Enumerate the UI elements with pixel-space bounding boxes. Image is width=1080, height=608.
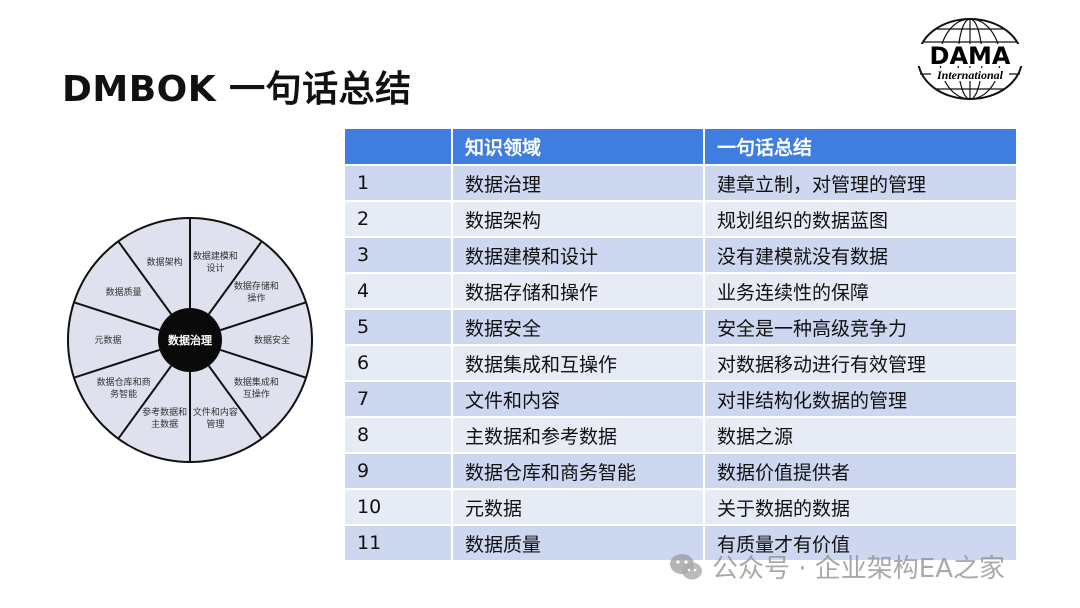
header-index [345,129,453,165]
cell-summary: 对数据移动进行有效管理 [704,344,1016,381]
table-row: 6 数据集成和互操作 对数据移动进行有效管理 [345,344,1016,381]
table-row: 2 数据架构 规划组织的数据蓝图 [345,200,1016,237]
wheel-segment-label: 数据质量 [106,286,142,298]
cell-index: 10 [345,488,453,525]
wechat-icon [670,553,702,579]
summary-table: 知识领域 一句话总结 1 数据治理 建章立制，对管理的管理 2 数据架构 规划组织的数据蓝… [345,129,1016,560]
table-row: 9 数据仓库和商务智能 数据价值提供者 [345,452,1016,489]
wheel-segment-label: 数据架构 [147,256,183,268]
table-row: 1 数据治理 建章立制，对管理的管理 [345,164,1016,201]
cell-summary: 数据之源 [704,416,1016,453]
cell-index: 1 [345,164,453,201]
cell-summary: 对非结构化数据的管理 [704,380,1016,417]
svg-text:International: International [936,68,1004,82]
table-row: 3 数据建模和设计 没有建模就没有数据 [345,236,1016,273]
wheel-segment-label: 数据集成和互操作 [234,376,279,400]
cell-index: 3 [345,236,453,273]
wheel-segment-label: 文件和内容管理 [193,406,238,430]
cell-index: 7 [345,380,453,417]
cell-index: 5 [345,308,453,345]
cell-domain: 数据治理 [452,164,705,201]
wheel-divider [220,348,307,379]
wheel-segment-label: 数据存储和操作 [234,280,279,304]
cell-domain: 数据质量 [452,524,705,560]
cell-domain: 数据建模和设计 [452,236,705,273]
cell-summary: 有质量才有价值 [704,524,1016,560]
wheel-segment-label: 数据仓库和商务智能 [97,376,151,400]
table-row: 8 主数据和参考数据 数据之源 [345,416,1016,453]
wheel-divider [220,301,307,332]
data-management-wheel: 数据建模和设计数据存储和操作数据安全数据集成和互操作文件和内容管理参考数据和主数… [67,217,313,463]
page-title: DMBOK 一句话总结 [62,69,412,110]
wheel-divider [73,301,160,332]
cell-domain: 主数据和参考数据 [452,416,705,453]
cell-index: 4 [345,272,453,309]
wheel-segment-label: 元数据 [94,334,121,346]
cell-index: 6 [345,344,453,381]
cell-summary: 数据价值提供者 [704,452,1016,489]
table-header-row: 知识领域 一句话总结 [345,129,1016,165]
cell-summary: 业务连续性的保障 [704,272,1016,309]
cell-domain: 数据存储和操作 [452,272,705,309]
wheel-divider [208,365,263,440]
dama-logo: DAMA International [911,18,1029,100]
wheel-divider [208,240,263,315]
cell-summary: 关于数据的数据 [704,488,1016,525]
wheel-divider [73,348,160,379]
wheel-center [158,308,222,372]
wheel-segment-label: 参考数据和主数据 [142,406,187,430]
cell-domain: 数据安全 [452,308,705,345]
cell-summary: 规划组织的数据蓝图 [704,200,1016,237]
header-domain: 知识领域 [452,129,705,165]
cell-summary: 没有建模就没有数据 [704,236,1016,273]
cell-domain: 元数据 [452,488,705,525]
cell-index: 9 [345,452,453,489]
table-row: 11 数据质量 有质量才有价值 [345,524,1016,560]
svg-text:DAMA: DAMA [930,42,1011,70]
watermark-text: 公众号 · 企业架构EA之家 [712,554,1006,584]
wheel-divider [117,365,172,440]
watermark: 公众号 · 企业架构EA之家 [668,548,1005,585]
cell-domain: 文件和内容 [452,380,705,417]
table-row: 7 文件和内容 对非结构化数据的管理 [345,380,1016,417]
cell-index: 8 [345,416,453,453]
cell-index: 11 [345,524,453,560]
wheel-segment-label: 数据建模和设计 [193,250,238,274]
table-row: 10 元数据 关于数据的数据 [345,488,1016,525]
wheel-segment-label: 数据安全 [254,334,290,346]
wheel-divider [117,240,172,315]
cell-domain: 数据仓库和商务智能 [452,452,705,489]
cell-summary: 安全是一种高级竞争力 [704,308,1016,345]
cell-summary: 建章立制，对管理的管理 [704,164,1016,201]
cell-domain: 数据集成和互操作 [452,344,705,381]
cell-domain: 数据架构 [452,200,705,237]
header-summary: 一句话总结 [704,129,1016,165]
cell-index: 2 [345,200,453,237]
table-row: 5 数据安全 安全是一种高级竞争力 [345,308,1016,345]
table-row: 4 数据存储和操作 业务连续性的保障 [345,272,1016,309]
wheel-center-label: 数据治理 [168,333,212,347]
